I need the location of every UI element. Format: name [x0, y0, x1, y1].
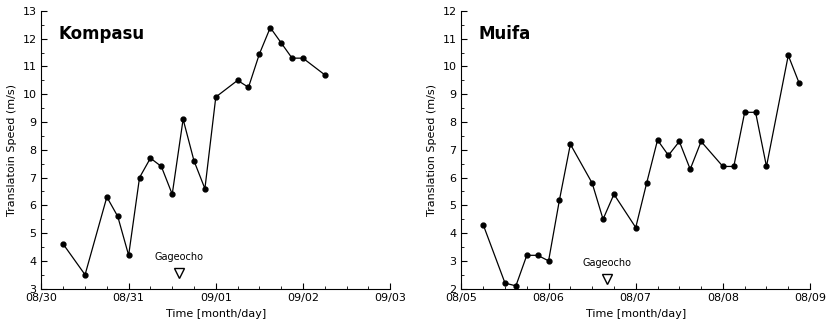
Text: Gageocho: Gageocho — [155, 252, 204, 262]
Text: Muifa: Muifa — [479, 25, 531, 43]
Text: Gageocho: Gageocho — [582, 258, 631, 268]
Y-axis label: Translation Speed (m/s): Translation Speed (m/s) — [426, 84, 436, 216]
X-axis label: Time [month/day]: Time [month/day] — [586, 309, 686, 319]
Y-axis label: Translatoin Speed (m/s): Translatoin Speed (m/s) — [7, 84, 17, 216]
Text: Kompasu: Kompasu — [59, 25, 145, 43]
X-axis label: Time [month/day]: Time [month/day] — [166, 309, 266, 319]
